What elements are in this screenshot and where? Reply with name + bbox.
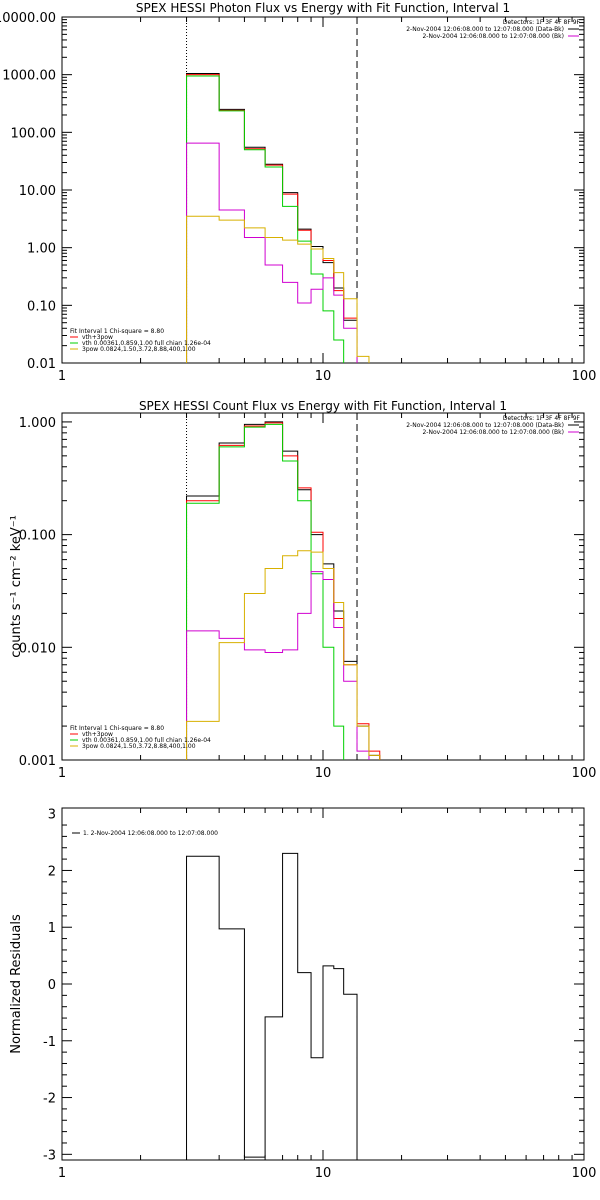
legend-bottom-label: vth 0.00361,0.859,1.00 full chian 1.26e-… [82, 737, 211, 744]
legend-fit-header: Fit Interval 1 Chi-square = 8.80 [70, 328, 164, 335]
y-tick-label: -2 [43, 1092, 56, 1107]
series-line-2 [186, 74, 358, 363]
y-tick-label: 1000.00 [2, 69, 56, 84]
y-tick-label: -1 [43, 1035, 56, 1050]
x-tick-label: 100 [572, 766, 597, 781]
y-tick-label: 0.010 [19, 641, 56, 656]
x-tick-label: 1 [58, 1166, 66, 1181]
chart-panel-1: SPEX HESSI Photon Flux vs Energy with Fi… [0, 1, 597, 384]
series-group [186, 72, 370, 363]
y-tick-label: 0.001 [19, 754, 56, 769]
series-line-1 [186, 72, 358, 363]
series-line-3 [186, 75, 345, 363]
legend-bottom-label: vth+3pow [82, 731, 113, 738]
series-line-5 [186, 215, 370, 363]
chart-title: SPEX HESSI Count Flux vs Energy with Fit… [139, 399, 507, 413]
y-tick-label: 10000.00 [0, 11, 56, 26]
x-tick-label: 10 [315, 369, 332, 384]
y-tick-label: 0.10 [27, 299, 56, 314]
legend-top-label: 2-Nov-2004 12:06:08.000 to 12:07:08.000 … [406, 422, 564, 429]
x-tick-label: 10 [315, 1166, 332, 1181]
detectors-label: Detectors: 1F 3F 4F 8F 9F [503, 19, 581, 26]
legend-bottom-label: vth+3pow [82, 334, 113, 341]
x-tick-label: 1 [58, 766, 66, 781]
series-line-2 [186, 422, 381, 760]
y-tick-label: 2 [48, 864, 56, 879]
y-tick-label: 0.01 [27, 357, 56, 372]
series-line-1 [186, 421, 381, 760]
legend-label: 1. 2-Nov-2004 12:06:08.000 to 12:07:08.0… [83, 830, 218, 837]
y-tick-label: 1.00 [27, 242, 56, 257]
legend-bottom-label: 3pow 0.0824,1.50,3.72,8.88,400,1.00 [82, 346, 196, 353]
y-axis-label: Normalized Residuals [9, 914, 24, 1054]
y-tick-label: -3 [43, 1148, 56, 1163]
series-group [186, 852, 358, 1160]
y-axis-label: counts s⁻¹ cm⁻² keV⁻¹ [9, 515, 24, 658]
y-tick-label: 1 [48, 921, 56, 936]
series-line-5 [186, 550, 381, 760]
legend-top-label: 2-Nov-2004 12:06:08.000 to 12:07:08.000 … [406, 26, 564, 33]
x-tick-label: 10 [315, 766, 332, 781]
chart-title: SPEX HESSI Photon Flux vs Energy with Fi… [136, 1, 510, 15]
chart-panel-2: SPEX HESSI Count Flux vs Energy with Fit… [9, 399, 597, 781]
y-tick-label: 0.100 [19, 529, 56, 544]
y-tick-label: 100.00 [11, 126, 57, 141]
series-line-3 [186, 423, 345, 760]
series-line-1 [186, 852, 358, 1160]
y-tick-label: 10.00 [19, 184, 56, 199]
series-line-4 [186, 142, 358, 363]
y-tick-label: 0 [48, 978, 56, 993]
series-line-4 [186, 571, 370, 760]
x-tick-label: 100 [572, 1166, 597, 1181]
x-tick-label: 100 [572, 369, 597, 384]
legend-fit-header: Fit Interval 1 Chi-square = 8.80 [70, 725, 164, 732]
legend-bottom-label: 3pow 0.0824,1.50,3.72,8.88,400,1.00 [82, 743, 196, 750]
y-tick-label: 3 [48, 808, 56, 823]
legend-bottom-label: vth 0.00361,0.859,1.00 full chian 1.26e-… [82, 340, 211, 347]
legend-top-label: 2-Nov-2004 12:06:08.000 to 12:07:08.000 … [422, 33, 564, 40]
x-tick-label: 1 [58, 369, 66, 384]
series-group [186, 421, 381, 760]
y-tick-label: 1.000 [19, 416, 56, 431]
legend-top-label: 2-Nov-2004 12:06:08.000 to 12:07:08.000 … [422, 429, 564, 436]
detectors-label: Detectors: 1F 3F 4F 8F 9F [503, 415, 581, 422]
